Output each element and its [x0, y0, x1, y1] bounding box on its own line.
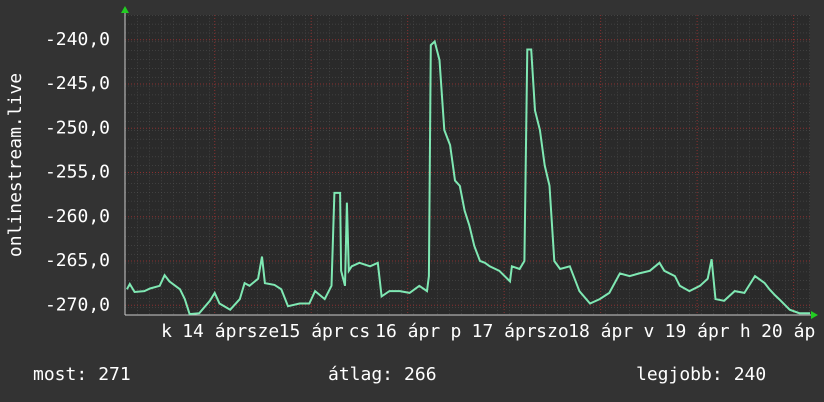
stat-label: átlag:	[328, 364, 393, 385]
stat-value: 240	[734, 364, 767, 385]
y-tick-label: -260,0	[45, 206, 110, 227]
stat-value: 266	[404, 364, 437, 385]
x-tick-label: sze	[247, 321, 280, 342]
y-tick-label: -270,0	[45, 294, 110, 315]
x-tick-label: 15 ápr	[279, 321, 344, 342]
stat: legjobb: 240	[636, 364, 766, 385]
stat: átlag: 266	[328, 364, 437, 385]
minor-grid	[125, 15, 810, 315]
x-tick-label: v	[643, 321, 654, 342]
stat-label: legjobb:	[636, 364, 723, 385]
x-tick-label: 14 ápr	[182, 321, 247, 342]
line	[126, 39, 810, 316]
y-tick-label: -245,0	[45, 73, 110, 94]
stat-value: 271	[98, 364, 131, 385]
x-tick-label: 16 ápr	[375, 321, 440, 342]
x-tick-label: p	[451, 321, 462, 342]
x-tick-label: szo	[536, 321, 569, 342]
y-tick-label: -255,0	[45, 162, 110, 183]
x-tick-label: k	[161, 321, 172, 342]
y-arrow	[121, 6, 129, 13]
x-tick-label: 20 áp	[761, 321, 815, 342]
y-tick-label: -240,0	[45, 29, 110, 50]
x-tick-label: 18 ápr	[568, 321, 633, 342]
x-tick-label: 19 ápr	[665, 321, 730, 342]
y-tick-label: -265,0	[45, 250, 110, 271]
x-arrow	[811, 311, 818, 319]
stat-label: most:	[33, 364, 87, 385]
y-axis-label: onlinestream.live	[5, 73, 26, 257]
x-tick-label: h	[740, 321, 751, 342]
y-tick-label: -250,0	[45, 117, 110, 138]
x-tick-label: cs	[349, 321, 371, 342]
x-tick-label: 17 ápr	[472, 321, 537, 342]
stat: most: 271	[33, 364, 131, 385]
